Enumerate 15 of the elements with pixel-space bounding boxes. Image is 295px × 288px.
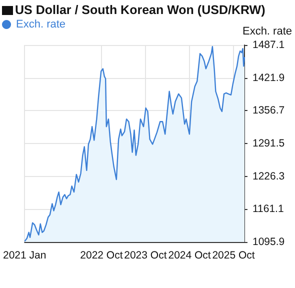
y-tick-label: 1161.1 bbox=[252, 203, 284, 216]
y-tick-label: 1487.1 bbox=[252, 39, 285, 51]
x-tick-label: 2024 Oct bbox=[168, 250, 211, 262]
chart-title: US Dollar / South Korean Won (USD/KRW) bbox=[15, 3, 266, 17]
y-tick-label: 1291.5 bbox=[252, 138, 285, 150]
x-tick-label: 2021 Jan bbox=[2, 250, 46, 262]
y-axis-title: Exch. rate bbox=[242, 26, 292, 38]
y-tick-label: 1226.3 bbox=[252, 170, 285, 182]
x-tick-label: 2023 Oct bbox=[124, 250, 167, 262]
x-tick-label: 2022 Oct bbox=[80, 250, 123, 262]
y-tick-label: 1356.7 bbox=[252, 104, 285, 117]
legend-label: Exch. rate bbox=[16, 18, 66, 30]
y-tick-label: 1421.9 bbox=[252, 72, 285, 84]
y-tick-label: 1095.9 bbox=[252, 236, 285, 248]
x-tick-label: 2025 Oct bbox=[212, 250, 255, 262]
